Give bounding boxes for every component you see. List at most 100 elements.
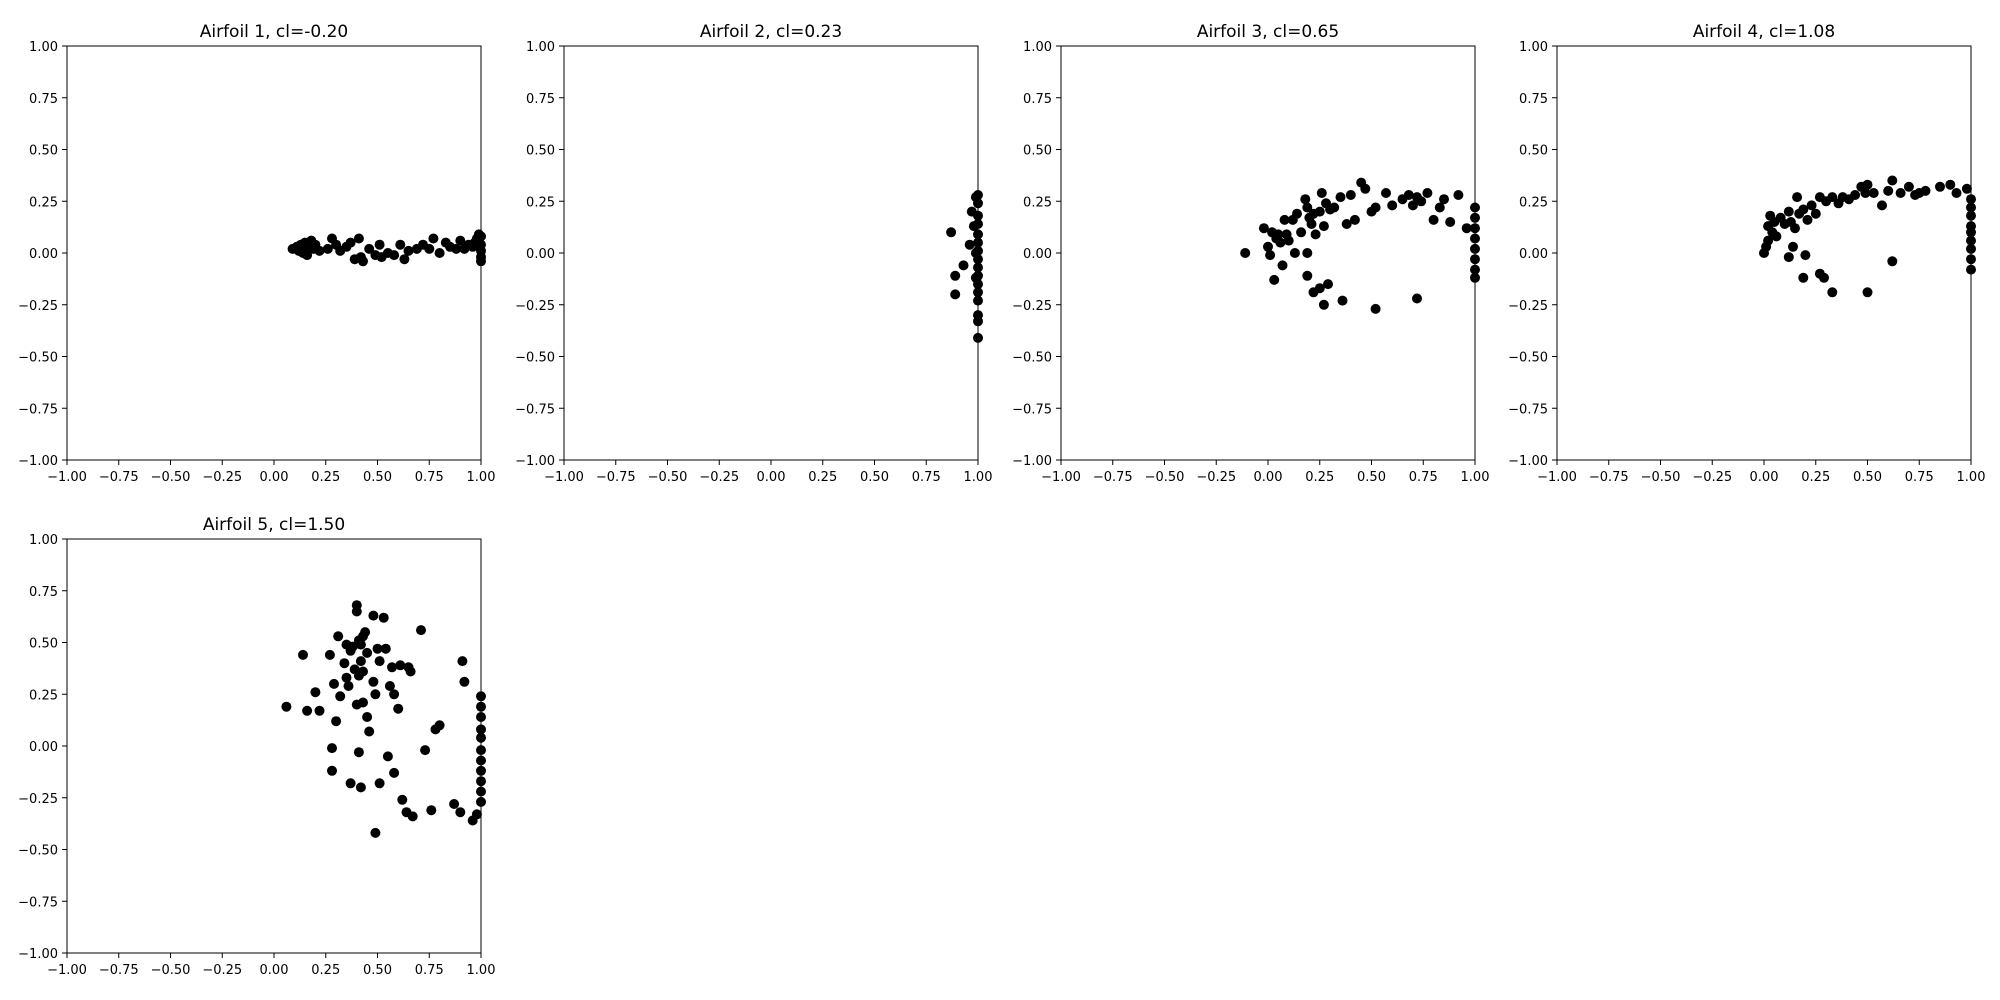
data-point: [1439, 194, 1449, 205]
data-point: [1887, 256, 1898, 267]
data-point: [362, 647, 373, 658]
data-point: [946, 227, 957, 238]
data-point: [1920, 185, 1931, 196]
x-tick-label: −0.25: [1692, 470, 1732, 485]
x-tick-label: −0.25: [202, 963, 242, 978]
data-point: [970, 272, 981, 283]
data-point: [360, 627, 371, 638]
y-tick-label: −0.25: [18, 299, 58, 314]
data-point: [370, 827, 381, 838]
data-point: [1887, 175, 1898, 186]
data-point: [1349, 214, 1360, 225]
data-point: [1345, 190, 1356, 200]
data-point: [281, 701, 292, 712]
data-point: [459, 676, 470, 687]
data-point: [1283, 235, 1294, 246]
x-tick-label: 1.00: [467, 470, 496, 485]
data-point: [374, 239, 385, 250]
data-point: [964, 239, 975, 250]
subplot-title: Airfoil 4, cl=1.08: [1693, 22, 1835, 42]
y-tick-label: 0.00: [29, 247, 58, 262]
data-point: [355, 639, 366, 650]
y-tick-label: −0.50: [1012, 351, 1052, 366]
y-tick-label: −0.75: [1012, 402, 1052, 417]
data-point: [1883, 185, 1894, 196]
data-point: [424, 243, 435, 254]
y-tick-label: −0.75: [1508, 402, 1548, 417]
data-point: [950, 289, 961, 300]
x-tick-label: 0.50: [1853, 470, 1882, 485]
y-tick-label: 1.00: [1519, 40, 1548, 55]
subplot-title: Airfoil 5, cl=1.50: [203, 515, 345, 535]
data-point: [339, 658, 350, 669]
data-point: [407, 811, 418, 822]
x-tick-label: −0.50: [151, 470, 191, 485]
y-tick-label: −1.00: [18, 454, 58, 469]
data-point: [451, 243, 462, 254]
data-point: [1788, 241, 1798, 252]
data-point: [434, 248, 445, 258]
x-tick-label: −0.75: [596, 470, 636, 485]
subplot-2: −1.00 −0.75 −0.50 −0.25 0.00 0.25 0.50 0.75 1.00…: [515, 22, 992, 485]
data-point: [426, 805, 437, 816]
subplot-title: Airfoil 2, cl=0.23: [700, 22, 842, 42]
data-point: [380, 643, 391, 654]
data-point: [324, 649, 335, 660]
data-point: [1279, 214, 1290, 225]
data-point: [1945, 179, 1956, 190]
x-tick-label: −0.50: [648, 470, 688, 485]
data-point: [345, 778, 356, 789]
x-tick-label: 0.25: [1305, 470, 1334, 485]
y-tick-label: 0.00: [1023, 247, 1052, 262]
y-tick-label: 1.00: [29, 40, 58, 55]
data-point: [1316, 188, 1327, 198]
x-tick-label: −0.25: [699, 470, 739, 485]
data-point: [405, 666, 416, 677]
data-point: [1453, 190, 1464, 200]
data-points: [1759, 175, 1976, 298]
subplot-title: Airfoil 3, cl=0.65: [1197, 22, 1339, 42]
data-point: [416, 625, 426, 636]
data-point: [1951, 188, 1962, 198]
data-point: [327, 765, 337, 776]
x-tick-label: 0.25: [311, 470, 340, 485]
data-points: [287, 229, 486, 267]
data-point: [1263, 241, 1273, 252]
y-tick-label: −0.25: [18, 792, 58, 807]
x-tick-label: 0.25: [1801, 470, 1830, 485]
data-point: [1323, 279, 1333, 290]
data-point: [1289, 248, 1300, 258]
y-tick-label: 0.75: [526, 92, 555, 107]
data-point: [314, 245, 325, 256]
x-tick-label: −0.75: [99, 470, 139, 485]
data-point: [1903, 181, 1914, 192]
data-point: [1318, 221, 1329, 232]
data-point: [364, 726, 375, 737]
data-point: [1337, 295, 1348, 306]
data-point: [469, 237, 480, 248]
data-point: [355, 782, 366, 793]
data-point: [1862, 179, 1873, 190]
data-point: [355, 656, 366, 667]
data-point: [1877, 200, 1887, 211]
data-point: [387, 662, 397, 673]
data-point: [353, 233, 364, 244]
data-point: [310, 687, 321, 698]
x-tick-label: 1.00: [1461, 470, 1490, 485]
data-point: [1265, 250, 1276, 261]
x-tick-label: −1.00: [47, 470, 87, 485]
x-tick-label: 0.50: [363, 470, 392, 485]
y-tick-label: −0.75: [515, 402, 555, 417]
y-tick-label: −1.00: [18, 947, 58, 962]
y-tick-label: −0.75: [18, 402, 58, 417]
data-point: [1258, 223, 1269, 234]
x-tick-label: 0.25: [808, 470, 837, 485]
x-tick-label: −0.25: [1196, 470, 1236, 485]
data-point: [1306, 219, 1317, 229]
x-tick-label: −0.50: [1641, 470, 1681, 485]
x-tick-label: 0.00: [260, 963, 289, 978]
axes-frame: [563, 45, 979, 461]
x-tick-label: 0.00: [1254, 470, 1283, 485]
y-tick-label: 0.25: [29, 195, 58, 210]
subplot-title: Airfoil 1, cl=-0.20: [200, 22, 349, 42]
